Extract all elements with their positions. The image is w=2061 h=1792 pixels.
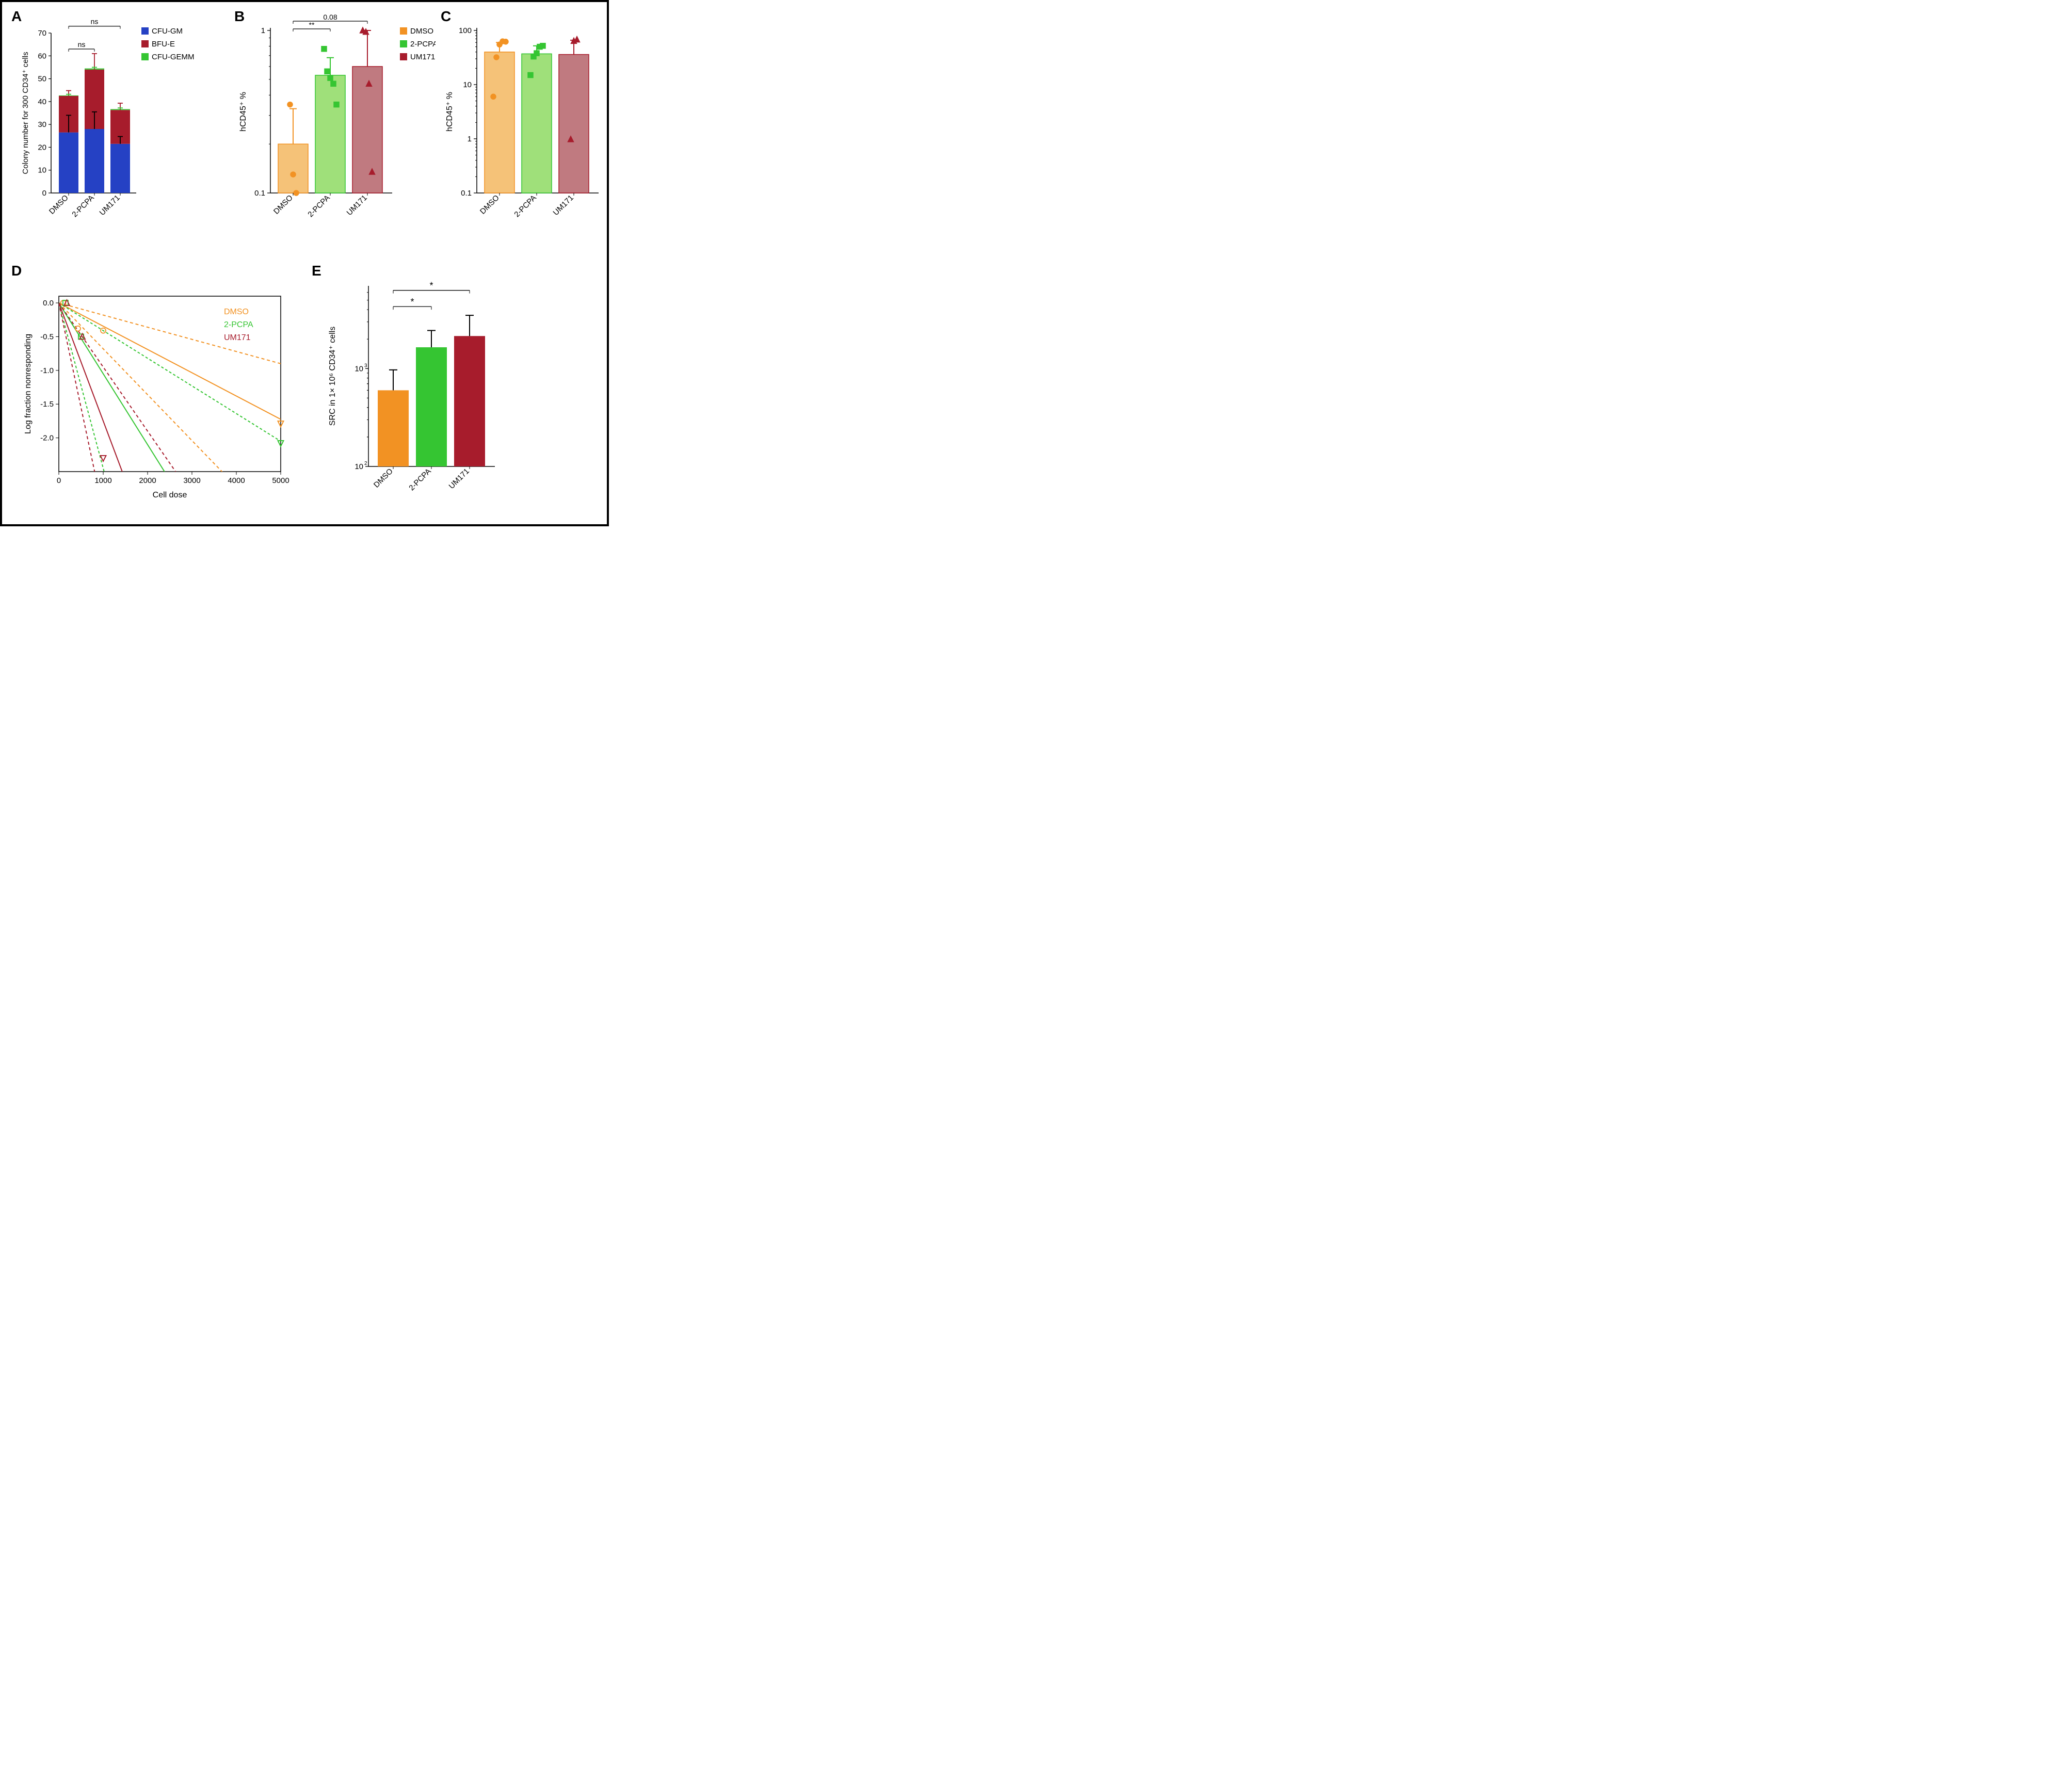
chart-a: 0 10 20 30 40 50 60 70 DMSO2-PCPAUM171 ns ns Colony… [12, 12, 234, 255]
figure-container: A B C D E 010203040506070DMSO2-PCPAUM171… [0, 0, 609, 526]
svg-text:*: * [410, 297, 414, 307]
svg-text:DMSO: DMSO [410, 27, 433, 36]
svg-text:0.1: 0.1 [461, 189, 472, 198]
svg-text:0: 0 [42, 189, 46, 198]
svg-text:*: * [429, 281, 433, 291]
svg-text:-2.0: -2.0 [40, 434, 54, 443]
svg-text:UM171: UM171 [410, 53, 435, 61]
svg-text:CFU-GEMM: CFU-GEMM [152, 53, 195, 61]
svg-text:2: 2 [364, 461, 367, 466]
svg-text:10: 10 [463, 80, 472, 89]
svg-text:CFU-GM: CFU-GM [152, 27, 183, 36]
svg-text:2-PCPA: 2-PCPA [70, 193, 96, 219]
svg-text:1: 1 [261, 26, 265, 35]
svg-text:-1.5: -1.5 [40, 400, 54, 409]
svg-text:100: 100 [459, 26, 472, 35]
svg-text:UM171: UM171 [224, 333, 251, 342]
svg-text:3: 3 [364, 363, 367, 368]
svg-text:40: 40 [38, 98, 46, 106]
svg-text:DMSO: DMSO [478, 193, 501, 216]
svg-text:50: 50 [38, 75, 46, 84]
svg-text:2-PCPA: 2-PCPA [407, 467, 433, 493]
svg-text:DMSO: DMSO [372, 467, 395, 490]
svg-text:0.0: 0.0 [43, 299, 54, 308]
svg-text:70: 70 [38, 29, 46, 38]
svg-text:10: 10 [38, 166, 46, 175]
svg-text:10: 10 [355, 462, 363, 471]
svg-text:hCD45⁺ %: hCD45⁺ % [445, 92, 454, 132]
svg-text:DMSO: DMSO [272, 193, 295, 216]
svg-text:3000: 3000 [183, 476, 200, 485]
chart-b: 0.1 1 DMSO 2-PCPA UM171 ** 0.08 hCD45⁺ % DMSO 2-P… [229, 12, 436, 255]
svg-text:ns: ns [78, 40, 86, 49]
svg-text:0.08: 0.08 [323, 13, 337, 21]
svg-text:-1.0: -1.0 [40, 366, 54, 375]
svg-text:hCD45⁺ %: hCD45⁺ % [239, 92, 248, 132]
svg-text:UM171: UM171 [345, 193, 369, 217]
svg-text:60: 60 [38, 52, 46, 60]
svg-text:2-PCPA: 2-PCPA [224, 320, 253, 329]
svg-text:-0.5: -0.5 [40, 332, 54, 341]
svg-text:0: 0 [57, 476, 61, 485]
svg-text:10: 10 [355, 364, 363, 373]
chart-c: 0.1 1 10 100 DMSO 2-PCPA UM171 hCD45⁺ % [436, 12, 606, 255]
svg-text:Cell dose: Cell dose [153, 491, 187, 499]
svg-text:2000: 2000 [139, 476, 156, 485]
svg-text:UM171: UM171 [98, 193, 122, 217]
svg-text:Log fraction nonresponding: Log fraction nonresponding [24, 334, 33, 434]
svg-text:1000: 1000 [94, 476, 111, 485]
svg-text:5000: 5000 [272, 476, 289, 485]
svg-text:20: 20 [38, 143, 46, 152]
svg-text:2-PCPA: 2-PCPA [410, 40, 436, 49]
svg-text:30: 30 [38, 120, 46, 129]
svg-text:4000: 4000 [228, 476, 245, 485]
svg-text:DMSO: DMSO [224, 308, 249, 316]
svg-text:DMSO: DMSO [47, 193, 70, 216]
svg-text:2-PCPA: 2-PCPA [306, 193, 332, 219]
svg-text:0.1: 0.1 [254, 189, 265, 198]
svg-text:Colony number for 300 CD34⁺ ce: Colony number for 300 CD34⁺ cells [21, 52, 30, 174]
svg-text:UM171: UM171 [552, 193, 575, 217]
svg-text:**: ** [309, 21, 315, 29]
svg-text:UM171: UM171 [447, 467, 471, 491]
chart-e: 102103DMSO2-PCPAUM171**SRC in 1× 10⁶ CD3… [312, 265, 601, 523]
chart-d: 0 1000 2000 3000 4000 5000 0.0 -0.5 -1.0 -1.5 -2.0… [12, 265, 312, 523]
svg-text:1: 1 [468, 135, 472, 143]
svg-text:BFU-E: BFU-E [152, 40, 175, 49]
svg-text:ns: ns [91, 18, 99, 26]
svg-text:2-PCPA: 2-PCPA [512, 193, 538, 219]
svg-text:SRC in 1× 10⁶ CD34⁺ cells: SRC in 1× 10⁶ CD34⁺ cells [328, 327, 337, 426]
